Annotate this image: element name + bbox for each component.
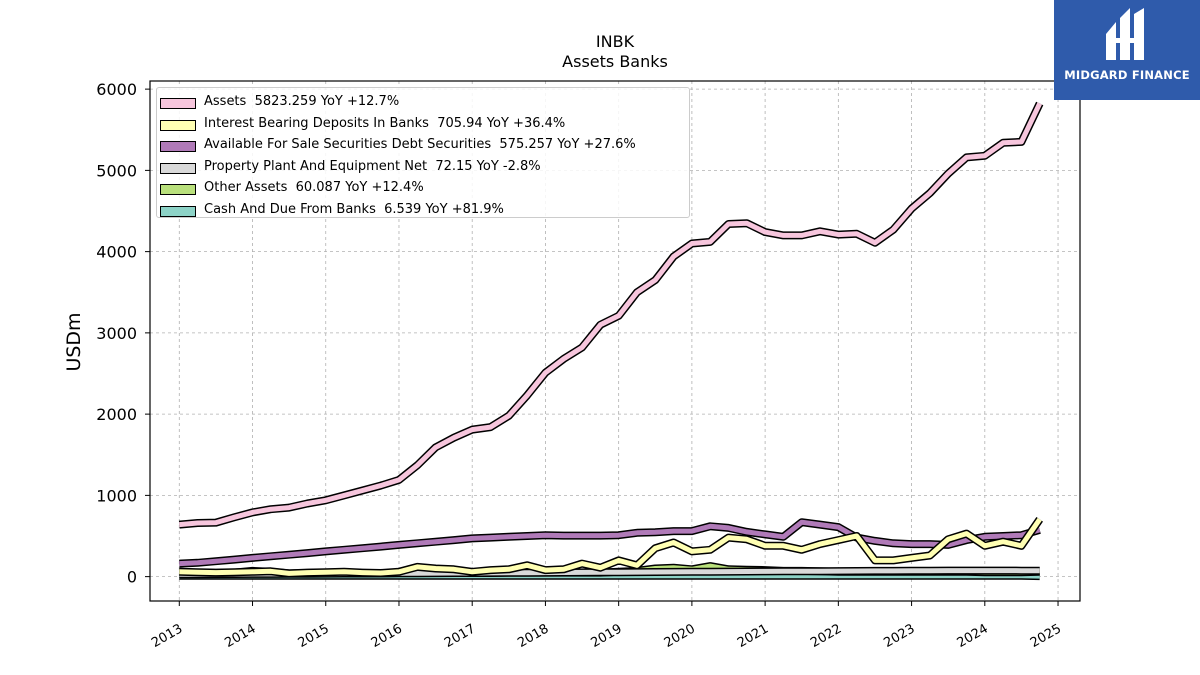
y-tick-label: 2000 — [96, 405, 137, 424]
y-tick-label: 6000 — [96, 80, 137, 99]
x-tick-label: 2021 — [735, 621, 771, 651]
legend-item: Available For Sale Securities Debt Secur… — [157, 135, 689, 157]
series-layer — [178, 101, 1044, 581]
x-tick-label: 2018 — [515, 621, 551, 651]
legend-swatch — [160, 184, 196, 195]
legend-label: Other Assets 60.087 YoY +12.4% — [204, 180, 424, 195]
plot-frame — [149, 80, 1081, 602]
x-tick-label: 2025 — [1028, 621, 1064, 651]
logo-text: MIDGARD FINANCE — [1064, 68, 1190, 82]
x-tick-label: 2016 — [369, 621, 405, 651]
legend-swatch — [160, 119, 196, 131]
legend-swatch — [160, 98, 196, 109]
legend-label: Cash And Due From Banks 6.539 YoY +81.9% — [204, 201, 504, 217]
y-tick-label: 4000 — [96, 243, 137, 262]
legend-swatch — [160, 141, 196, 152]
legend-item: Property Plant And Equipment Net 72.15 Y… — [157, 157, 689, 179]
legend-swatch — [160, 205, 196, 217]
x-tick-label: 2023 — [881, 621, 917, 651]
legend-item: Cash And Due From Banks 6.539 YoY +81.9% — [157, 200, 689, 222]
x-tick-label: 2022 — [808, 621, 844, 651]
legend-label: Property Plant And Equipment Net 72.15 Y… — [204, 158, 541, 174]
x-tick-label: 2017 — [442, 621, 478, 651]
series-interest-bearing-deposits-in-banks — [179, 517, 1043, 578]
y-axis-label: USDm — [63, 312, 85, 371]
legend: Assets 5823.259 YoY +12.7% Interest Beari… — [156, 87, 690, 218]
midgard-logo-icon — [1106, 8, 1144, 60]
chart-title: INBK — [595, 32, 635, 51]
legend-label: Interest Bearing Deposits In Banks 705.9… — [204, 115, 566, 131]
x-tick-label: 2015 — [296, 621, 332, 651]
legend-item: Interest Bearing Deposits In Banks 705.9… — [157, 114, 689, 136]
legend-item: Other Assets 60.087 YoY +12.4% — [157, 178, 689, 200]
legend-swatch — [160, 162, 196, 174]
legend-label: Assets 5823.259 YoY +12.7% — [204, 94, 400, 109]
series-available-for-sale-securities-debt-securities — [179, 518, 1041, 568]
series-line — [179, 517, 1042, 576]
series-assets — [178, 101, 1044, 529]
series-line — [179, 519, 1041, 567]
chart-subtitle: Assets Banks — [562, 52, 668, 71]
midgard-finance-logo: MIDGARD FINANCE — [1054, 0, 1200, 100]
y-tick-label: 1000 — [96, 486, 137, 505]
x-tick-label: 2019 — [589, 621, 625, 651]
x-tick-label: 2014 — [222, 621, 258, 651]
legend-item: Assets 5823.259 YoY +12.7% — [157, 92, 689, 114]
y-tick-label: 3000 — [96, 324, 137, 343]
y-tick-label: 5000 — [96, 161, 137, 180]
x-tick-label: 2013 — [149, 621, 185, 651]
x-tick-label: 2020 — [662, 621, 698, 651]
y-tick-label: 0 — [127, 568, 137, 587]
x-tick-label: 2024 — [955, 621, 991, 651]
series-line — [179, 102, 1042, 528]
legend-label: Available For Sale Securities Debt Secur… — [204, 137, 636, 152]
